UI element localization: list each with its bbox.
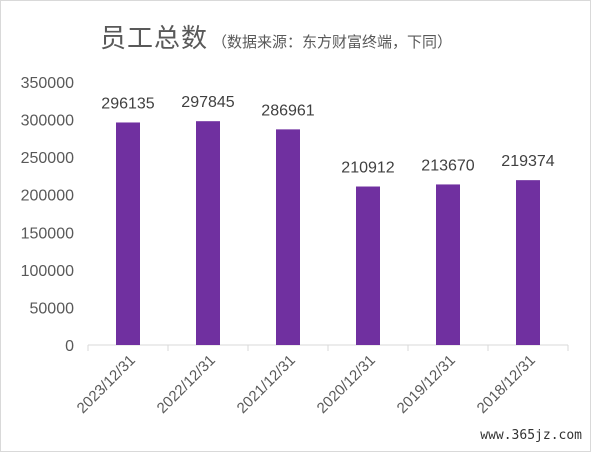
x-tick-label: 2023/12/31 [74,352,139,417]
chart-subtitle: （数据来源：东方财富终端，下同） [212,33,453,51]
y-tick-label: 100000 [21,263,74,280]
x-tick-label: 2019/12/31 [394,352,459,417]
y-tick-label: 50000 [30,300,75,317]
data-label: 213670 [421,157,474,174]
bar [436,184,460,345]
watermark: www.365jz.com [477,427,585,444]
y-tick-label: 0 [65,338,74,355]
chart-title-main: 员工总数 [100,24,209,54]
x-tick-label: 2022/12/31 [154,352,219,417]
bar [356,186,380,345]
y-tick-label: 150000 [21,225,74,242]
bar [116,122,140,345]
bar [196,121,220,345]
bar [516,180,540,345]
data-label: 297845 [181,94,234,111]
x-tick-label: 2018/12/31 [474,352,539,417]
y-tick-label: 250000 [21,150,74,167]
data-label: 296135 [101,95,154,112]
data-label: 210912 [341,160,394,177]
bar [276,129,300,345]
y-tick-label: 200000 [21,188,74,205]
data-label: 219374 [501,153,554,170]
x-tick-label: 2020/12/31 [314,352,379,417]
y-tick-label: 350000 [21,75,74,92]
y-tick-label: 300000 [21,113,74,130]
data-label: 286961 [261,102,314,119]
x-tick-label: 2021/12/31 [234,352,299,417]
chart-title: 员工总数 （数据来源：东方财富终端，下同） [100,18,452,55]
